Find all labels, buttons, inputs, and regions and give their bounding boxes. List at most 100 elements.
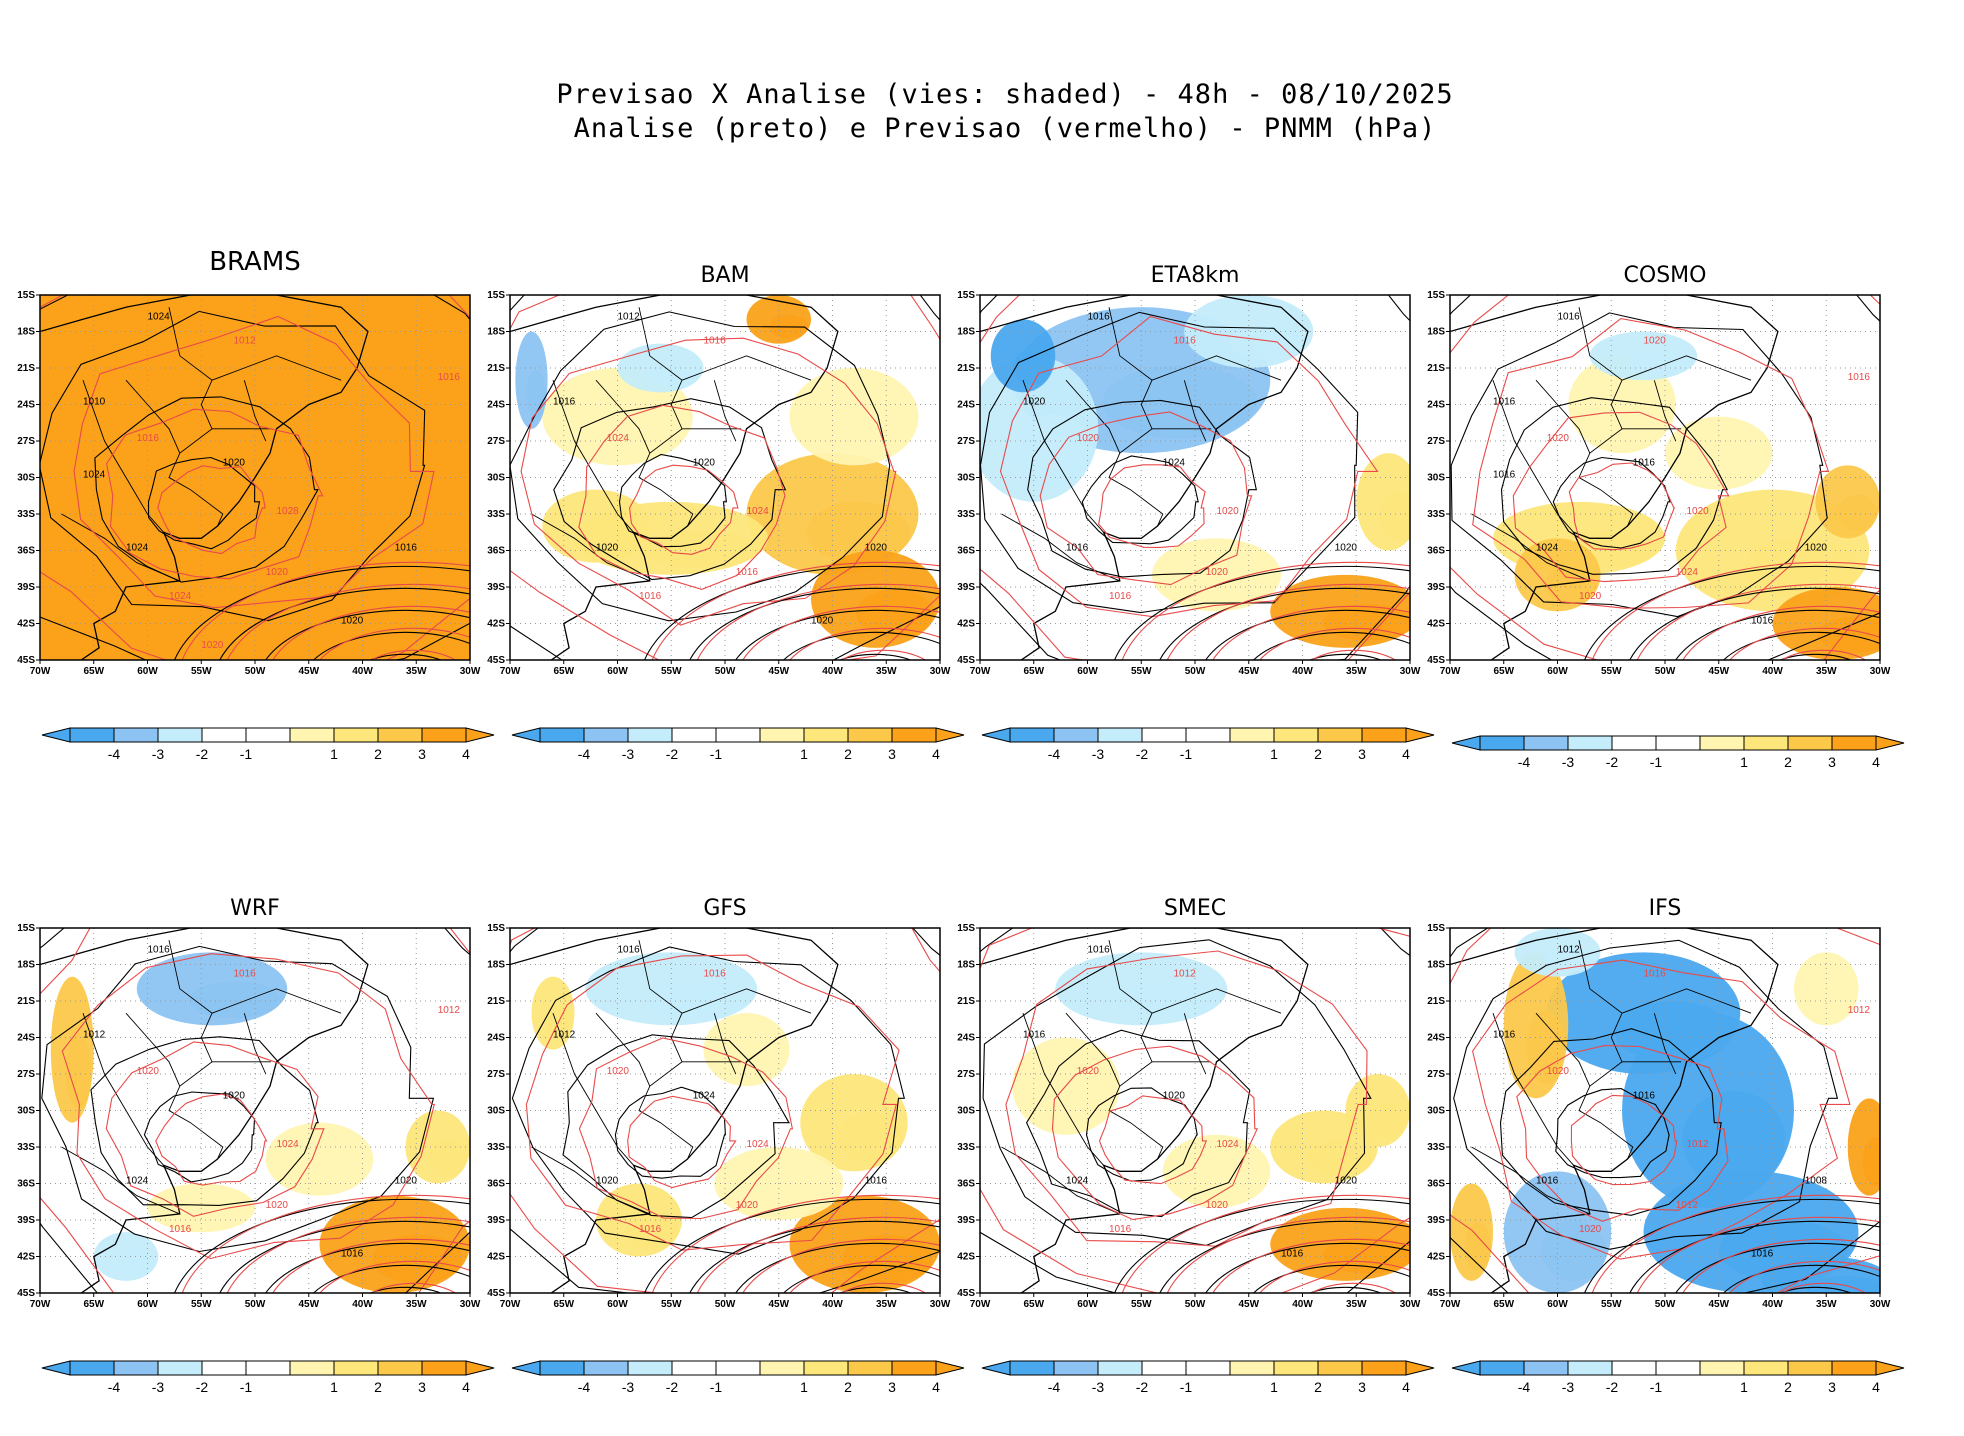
analysis-isobar xyxy=(689,587,940,660)
lon-tick-label: 50W xyxy=(1655,1299,1676,1310)
lon-tick-label: 70W xyxy=(500,666,521,677)
analysis-isobar xyxy=(219,1220,470,1293)
bias-area xyxy=(1152,538,1281,612)
forecast-isobar xyxy=(1121,1194,1410,1293)
lat-tick-label: 18S xyxy=(957,327,975,338)
analysis-isobar xyxy=(1584,1198,1880,1293)
colorbar-swatch xyxy=(1141,1360,1187,1376)
border-line xyxy=(1653,380,1677,442)
colorbar-swatch xyxy=(1229,1360,1275,1376)
colorbar-swatch xyxy=(1523,1360,1569,1376)
forecast-isobar xyxy=(157,465,266,555)
lon-tick-label: 45W xyxy=(768,1299,789,1310)
forecast-isobar xyxy=(40,928,470,1293)
colorbar-label: 1 xyxy=(800,1379,808,1395)
analysis-isobar xyxy=(219,587,470,660)
colorbar-swatch xyxy=(1273,727,1319,743)
contour-label: 1024 xyxy=(83,470,106,481)
colorbar-label: -1 xyxy=(240,746,253,762)
forecast-isobar xyxy=(742,1238,940,1293)
border-line xyxy=(125,1012,181,1087)
colorbar-extend-low xyxy=(981,1360,1011,1376)
contour-label: 1020 xyxy=(1579,1224,1602,1235)
contour-label: 1020 xyxy=(1805,543,1828,554)
colorbar-swatch xyxy=(113,727,159,743)
forecast-isobar xyxy=(1729,627,1880,660)
colorbar-label: 3 xyxy=(1358,746,1366,762)
analysis-isobar xyxy=(1675,1242,1880,1293)
colorbar-label: 2 xyxy=(1784,1379,1792,1395)
analysis-isobar xyxy=(1722,631,1880,660)
lon-tick-label: 70W xyxy=(1440,666,1461,677)
lat-tick-label: 27S xyxy=(957,1069,975,1080)
forecast-isobar xyxy=(629,464,739,555)
analysis-isobar xyxy=(562,1034,790,1219)
forecast-isobar xyxy=(61,953,436,1260)
forecast-isobar xyxy=(789,1260,940,1293)
forecast-isobar xyxy=(319,1260,470,1293)
lon-tick-label: 70W xyxy=(500,1299,521,1310)
lon-tick-label: 50W xyxy=(1185,666,1206,677)
panel-chart: 1012 1016 1016 1020 1016 1012 1016 1012 1008 1020… xyxy=(1427,923,1905,1395)
lat-tick-label: 39S xyxy=(487,1215,505,1226)
analysis-isobar xyxy=(1308,1286,1383,1293)
lat-tick-label: 33S xyxy=(1427,1142,1445,1153)
colorbar-swatch xyxy=(1831,1360,1877,1376)
forecast-isobar xyxy=(696,583,940,660)
colorbar-extend-high xyxy=(935,727,965,743)
border-line xyxy=(168,940,224,1160)
colorbar-swatch xyxy=(539,1360,585,1376)
lon-tick-label: 30W xyxy=(930,666,951,677)
lon-tick-label: 60W xyxy=(137,666,158,677)
contour-label: 1010 xyxy=(83,397,106,408)
contour-label: 1016 xyxy=(1493,397,1516,408)
colorbar-swatch xyxy=(1567,735,1613,751)
border-line xyxy=(1001,1146,1120,1215)
colorbar-swatch xyxy=(1655,735,1701,751)
lat-tick-label: 42S xyxy=(487,1252,505,1263)
colorbar-label: 4 xyxy=(932,1379,940,1395)
analysis-isobar xyxy=(312,1264,470,1293)
analysis-isobar xyxy=(553,398,787,581)
panel-chart: 1016 1016 1012 1020 1024 1024 1020 1020 1016 1016… xyxy=(487,923,965,1395)
bias-area xyxy=(1541,1220,1606,1281)
colorbar-swatch xyxy=(1053,1360,1099,1376)
lat-tick-label: 33S xyxy=(1427,509,1445,520)
border-line xyxy=(1108,940,1164,1160)
panel-brams: BRAMS 1024 1012 1010 1016 1020 1028 1024 1020 101… xyxy=(0,247,495,795)
lon-tick-label: 50W xyxy=(715,1299,736,1310)
colorbar-swatch xyxy=(583,727,629,743)
analysis-isobar xyxy=(644,565,940,660)
analysis-isobar xyxy=(368,1286,443,1293)
lon-tick-label: 40W xyxy=(1762,666,1783,677)
lat-tick-label: 15S xyxy=(1427,290,1445,301)
lat-tick-label: 36S xyxy=(1427,546,1445,557)
contour-label: 1024 xyxy=(747,506,770,517)
contour-label: 1016 xyxy=(1493,470,1516,481)
lat-tick-label: 33S xyxy=(487,509,505,520)
contour-label: 1024 xyxy=(1163,457,1186,468)
coastline xyxy=(1450,295,1779,660)
lon-tick-label: 65W xyxy=(1493,1299,1514,1310)
bias-area xyxy=(789,368,919,466)
analysis-isobar xyxy=(265,609,470,660)
forecast-isobar xyxy=(1472,959,1851,1260)
panel-bam: BAM 1012 1016 1016 1024 1020 1024 1020 1016 1020 1… xyxy=(470,255,965,795)
border-line xyxy=(681,988,812,1014)
contour-label: 1016 xyxy=(1088,944,1111,955)
analysis-isobar xyxy=(265,1242,470,1293)
contour-label: 1016 xyxy=(736,567,759,578)
contour-label: 1020 xyxy=(1547,1066,1570,1077)
lat-tick-label: 18S xyxy=(1427,960,1445,971)
bias-area xyxy=(233,1049,320,1099)
lat-tick-label: 18S xyxy=(17,960,35,971)
forecast-isobar xyxy=(181,1194,470,1293)
border-line xyxy=(1653,1013,1677,1075)
lon-tick-label: 40W xyxy=(1292,1299,1313,1310)
contour-label: 1016 xyxy=(618,944,641,955)
analysis-isobar xyxy=(1584,565,1880,660)
lon-tick-label: 45W xyxy=(298,1299,319,1310)
analysis-isobar xyxy=(1778,653,1853,660)
lon-tick-label: 35W xyxy=(1816,666,1837,677)
colorbar-label: 2 xyxy=(1314,746,1322,762)
